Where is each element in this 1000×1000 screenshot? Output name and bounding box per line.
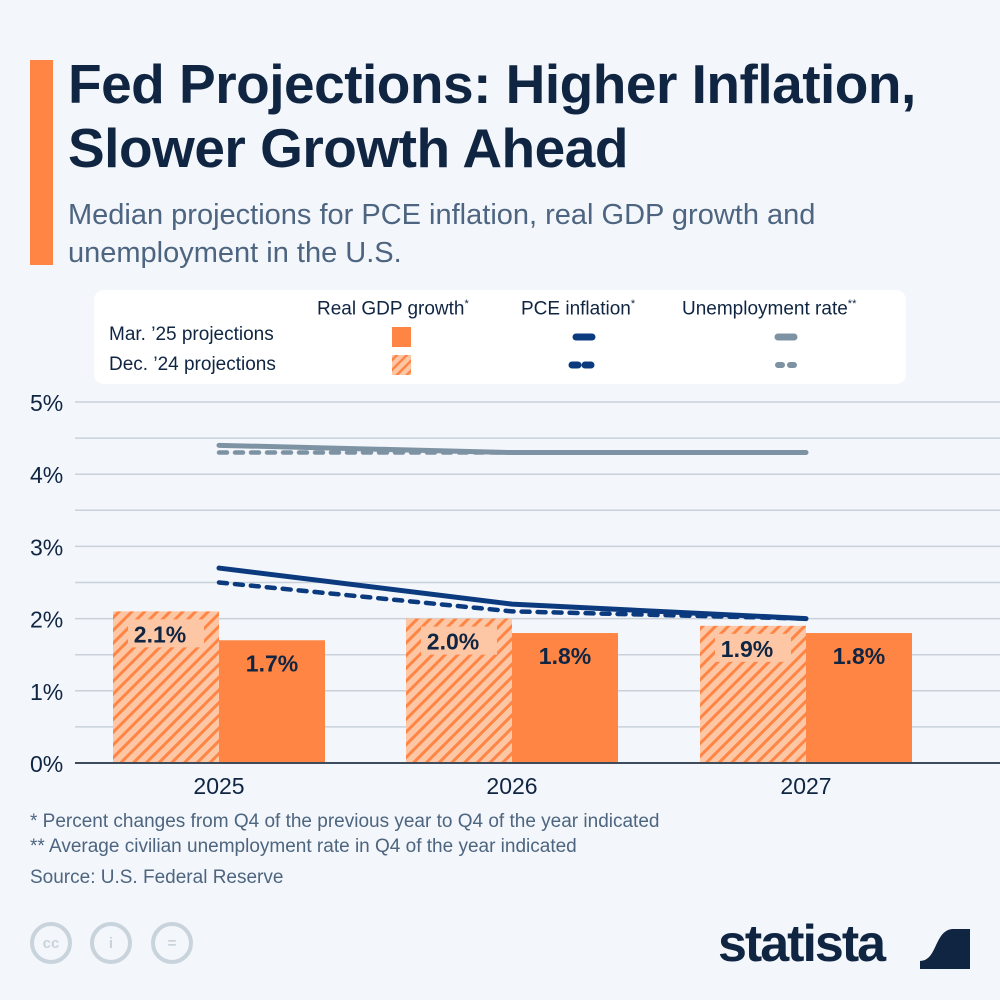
- line-pce-inflation-mar-25-projections-: [216, 565, 809, 622]
- bar-label-gdp-dec24: 1.9%: [721, 636, 773, 662]
- bar-label-gdp-dec24: 2.0%: [427, 629, 479, 655]
- bar-label-bg: [715, 633, 791, 662]
- no-derivatives-icon[interactable]: =: [151, 922, 193, 964]
- bar-label-gdp-mar25: 1.8%: [833, 643, 885, 669]
- legend-header-pce: PCE inflation*: [521, 298, 636, 320]
- source-note: Source: U.S. Federal Reserve: [30, 867, 284, 888]
- bar-label-gdp-mar25: 1.7%: [246, 650, 298, 676]
- bar-gdp-mar25: [512, 633, 618, 763]
- x-tick-label: 2027: [780, 773, 831, 799]
- y-tick-label: 3%: [30, 534, 63, 560]
- title-accent-bar: [30, 60, 53, 265]
- bar-label-gdp-dec24: 2.1%: [134, 621, 186, 647]
- footnote-1: * Percent changes from Q4 of the previou…: [30, 811, 660, 832]
- statista-logo-text[interactable]: statista: [718, 915, 886, 973]
- chart-subtitle: Median projections for PCE inflation, re…: [68, 199, 816, 269]
- legend-row-dec24: Dec. ’24 projections: [109, 354, 276, 375]
- bar-gdp-mar25: [806, 633, 912, 763]
- x-tick-label: 2025: [193, 773, 244, 799]
- y-tick-label: 1%: [30, 679, 63, 705]
- attribution-icon[interactable]: i: [90, 922, 132, 964]
- legend: Real GDP growth* PCE inflation* Unemploy…: [94, 290, 906, 384]
- line-pce-inflation-dec-24-projections-: [216, 580, 809, 621]
- bar-gdp-mar25: [219, 640, 325, 763]
- chart-area: 0% 1% 2% 3% 4% 5% 2.1% 1.7% 2.0% 1.8% 1.9% 1.8% 20…: [30, 390, 1000, 799]
- y-tick-label: 4%: [30, 462, 63, 488]
- y-tick-label: 5%: [30, 390, 63, 416]
- chart-title: Fed Projections: Higher Inflation, Slowe…: [68, 53, 916, 179]
- bar-label-bg: [421, 626, 497, 655]
- legend-row-mar25: Mar. ’25 projections: [109, 324, 274, 345]
- legend-swatches: [392, 327, 801, 375]
- footnote-2: ** Average civilian unemployment rate in…: [30, 836, 577, 857]
- y-tick-label: 2%: [30, 607, 63, 633]
- bar-label-gdp-mar25: 1.8%: [539, 643, 591, 669]
- bar-label-bg: [128, 619, 204, 648]
- legend-swatch-gdp-dec24: [392, 355, 411, 375]
- x-tick-label: 2026: [486, 773, 537, 799]
- legend-header-gdp: Real GDP growth*: [317, 298, 469, 320]
- y-tick-label: 0%: [30, 751, 63, 777]
- cc-icon[interactable]: cc: [30, 922, 72, 964]
- statista-logo-icon: [920, 921, 970, 969]
- legend-swatch-gdp-mar25: [392, 327, 411, 347]
- legend-header-unemployment: Unemployment rate**: [682, 298, 857, 320]
